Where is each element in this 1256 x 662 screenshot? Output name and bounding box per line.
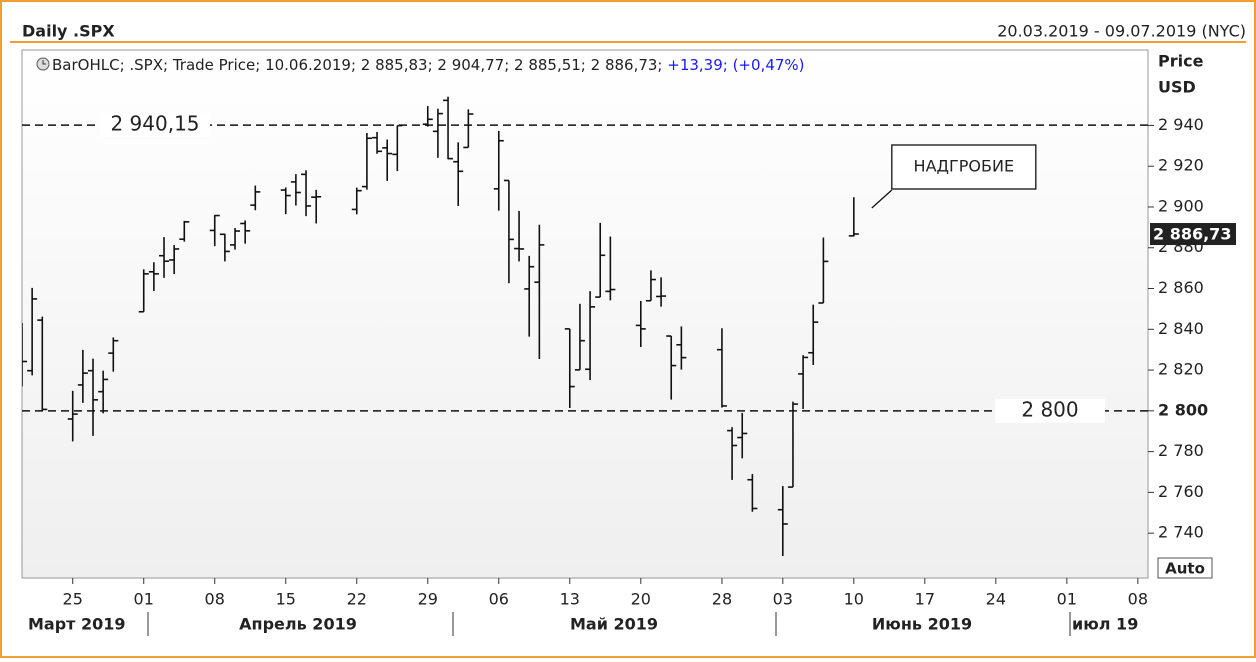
y-tick-label: 2 860 [1158, 278, 1204, 297]
x-tick-label: 29 [418, 590, 438, 609]
legend: BarOHLC; .SPX; Trade Price; 10.06.2019; … [52, 56, 805, 74]
x-tick-label: 06 [489, 590, 509, 609]
x-tick-label: 20 [631, 590, 651, 609]
legend-change: +13,39; (+0,47%) [667, 56, 804, 74]
annotation-pointer [871, 189, 893, 209]
y-tick-label: 2 940 [1158, 115, 1204, 134]
month-label: Май 2019 [570, 615, 658, 634]
annotation-box [891, 144, 1037, 190]
x-tick-label: 08 [1128, 590, 1148, 609]
x-tick-label: 10 [844, 590, 864, 609]
reference-label-bg [995, 398, 1105, 423]
chart-title: Daily .SPX [22, 22, 115, 41]
reference-label: 2 940,15 [110, 112, 199, 136]
y-tick-label: 2 740 [1158, 523, 1204, 542]
auto-button-label[interactable]: Auto [1165, 560, 1205, 578]
x-tick-label: 17 [915, 590, 935, 609]
month-label: Март 2019 [28, 615, 126, 634]
y-tick-label: 2 820 [1158, 360, 1204, 379]
last-price-tag [1150, 223, 1236, 246]
y-tick-label: 2 900 [1158, 196, 1204, 215]
legend-text: BarOHLC; .SPX; Trade Price; 10.06.2019; … [52, 56, 667, 74]
clock-hands [42, 60, 46, 65]
last-price-label: 2 886,73 [1153, 225, 1231, 244]
y-tick-label: 2 840 [1158, 319, 1204, 338]
y-tick-label: 2 760 [1158, 482, 1204, 501]
x-tick-label: 13 [560, 590, 580, 609]
x-tick-label: 01 [1057, 590, 1077, 609]
month-label: Апрель 2019 [239, 615, 357, 634]
x-tick-label: 24 [986, 590, 1006, 609]
x-tick-label: 08 [205, 590, 225, 609]
x-tick-label: 03 [773, 590, 793, 609]
x-tick-label: 15 [276, 590, 296, 609]
y-tick-label: 2 920 [1158, 156, 1204, 175]
x-tick-label: 22 [347, 590, 367, 609]
reference-label: 2 800 [1021, 397, 1078, 421]
y-axis-label: Price [1158, 52, 1204, 71]
x-tick-label: 28 [712, 590, 732, 609]
annotation-text: НАДГРОБИЕ [914, 157, 1015, 176]
date-range: 20.03.2019 - 09.07.2019 (NYC) [997, 22, 1246, 41]
month-label: июл 19 [1072, 615, 1138, 634]
x-tick-label: 01 [134, 590, 154, 609]
month-separators [147, 612, 1071, 636]
y-axis-label: USD [1158, 78, 1196, 97]
auto-button[interactable] [1157, 557, 1213, 579]
y-tick-label: 2 800 [1158, 400, 1208, 419]
y-tick-label: 2 780 [1158, 441, 1204, 460]
bars [22, 96, 859, 556]
plot-area [21, 49, 1149, 579]
x-tick-label: 25 [63, 590, 83, 609]
reference-label-bg [100, 113, 210, 138]
month-label: Июнь 2019 [872, 615, 972, 634]
